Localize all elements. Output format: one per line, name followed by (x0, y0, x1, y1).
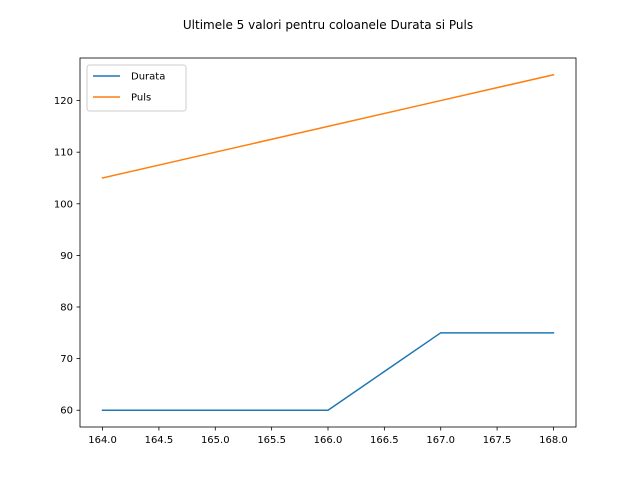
plot-area: 164.0 164.5 165.0 165.5 166.0 166.5 167.0 167.5… (54, 73, 568, 446)
y-tick-label: 110 (54, 148, 73, 159)
x-tick-label: 164.0 (88, 435, 117, 446)
y-tick-label: 70 (60, 354, 73, 365)
x-tick-label: 166.5 (370, 435, 399, 446)
x-tick-label: 165.5 (257, 435, 286, 446)
y-tick-label: 60 (60, 406, 73, 417)
x-tick-label: 167.5 (483, 435, 512, 446)
x-tick-label: 167.0 (426, 435, 455, 446)
x-tick-label: 164.5 (145, 435, 174, 446)
y-tick-label: 80 (60, 303, 73, 314)
y-tick-label: 90 (60, 251, 73, 262)
x-tick-label: 166.0 (314, 435, 343, 446)
x-tick-label: 168.0 (539, 435, 568, 446)
legend-label-durata: Durata (131, 72, 165, 83)
y-tick-label: 120 (54, 96, 73, 107)
x-tick-label: 165.0 (201, 435, 230, 446)
y-tick-label: 100 (54, 199, 73, 210)
axes-frame (79, 57, 577, 428)
chart-title: Ultimele 5 valori pentru coloanele Durat… (183, 18, 473, 32)
legend: Durata Puls (86, 64, 187, 112)
legend-label-puls: Puls (131, 93, 151, 104)
